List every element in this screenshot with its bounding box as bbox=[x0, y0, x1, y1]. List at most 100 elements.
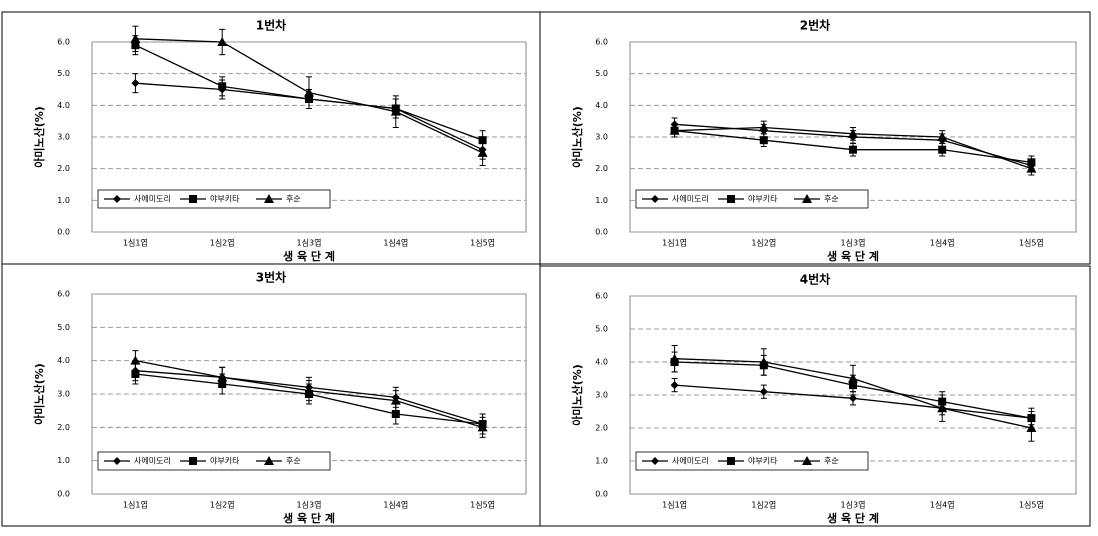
marker bbox=[651, 457, 659, 465]
marker bbox=[189, 457, 197, 465]
marker bbox=[759, 136, 768, 145]
y-tick-label: 0.0 bbox=[595, 228, 608, 237]
y-tick-label: 3.0 bbox=[57, 133, 70, 142]
x-tick-label: 1심5엽 bbox=[470, 500, 495, 510]
marker bbox=[938, 145, 947, 154]
y-tick-label: 6.0 bbox=[57, 38, 70, 47]
y-tick-label: 6.0 bbox=[57, 290, 70, 299]
y-tick-label: 1.0 bbox=[57, 196, 70, 205]
y-tick-label: 2.0 bbox=[57, 164, 70, 173]
marker bbox=[848, 128, 858, 138]
marker bbox=[727, 457, 735, 465]
y-tick-label: 5.0 bbox=[595, 325, 608, 334]
marker bbox=[669, 125, 680, 135]
legend-label: 야부키타 bbox=[748, 194, 778, 204]
legend-label: 사에미도리 bbox=[134, 195, 171, 204]
marker bbox=[131, 370, 140, 378]
y-axis-label: 아미노산(%) bbox=[570, 106, 584, 168]
y-tick-label: 2.0 bbox=[595, 424, 608, 433]
panel: 4번차 0.0 1.0 2.0 3.0 4.0 5.0 6.0 1심1엽 1심2엽 1심3엽 1심4엽… bbox=[539, 265, 1091, 527]
marker bbox=[113, 457, 121, 465]
marker bbox=[849, 394, 857, 403]
x-axis-label: 생 육 단 계 bbox=[283, 249, 335, 263]
x-tick-label: 1심1엽 bbox=[123, 500, 148, 510]
marker bbox=[113, 195, 121, 203]
x-tick-label: 1심3엽 bbox=[297, 238, 322, 248]
x-tick-label: 1심1엽 bbox=[662, 500, 687, 510]
marker bbox=[848, 373, 858, 383]
marker bbox=[849, 145, 857, 154]
panel: 2번차 0.0 1.0 2.0 3.0 4.0 5.0 6.0 1심1엽 1심2엽 1심3엽 1심4엽… bbox=[539, 11, 1091, 265]
x-tick-label: 1심3엽 bbox=[297, 500, 322, 510]
y-tick-label: 4.0 bbox=[595, 101, 608, 110]
marker bbox=[758, 357, 769, 366]
marker bbox=[130, 33, 141, 43]
legend-label: 사에미도리 bbox=[134, 457, 171, 466]
x-axis-label: 생 육 단 계 bbox=[827, 511, 879, 525]
x-axis-label: 생 육 단 계 bbox=[827, 249, 879, 263]
chart-title: 4번차 bbox=[800, 272, 830, 287]
legend-label: 사에미도리 bbox=[672, 457, 709, 466]
marker bbox=[477, 147, 488, 157]
x-tick-label: 1심4엽 bbox=[383, 500, 408, 510]
marker bbox=[264, 456, 274, 465]
panel: 1번차 0.0 1.0 2.0 3.0 4.0 5.0 6.0 1심1엽 1심2엽 1심3엽 1심4엽… bbox=[1, 11, 541, 265]
y-tick-label: 3.0 bbox=[595, 391, 608, 400]
panel-border bbox=[1, 263, 541, 527]
x-tick-label: 1심2엽 bbox=[751, 500, 776, 510]
legend-label: 후순 bbox=[286, 457, 301, 466]
legend-label: 후순 bbox=[824, 195, 839, 204]
y-tick-label: 2.0 bbox=[595, 164, 608, 173]
y-tick-label: 4.0 bbox=[595, 358, 608, 367]
marker bbox=[669, 353, 680, 363]
y-axis-label: 아미노산(%) bbox=[32, 363, 46, 425]
x-tick-label: 1심4엽 bbox=[930, 238, 955, 248]
marker bbox=[651, 195, 659, 203]
marker bbox=[477, 422, 488, 432]
marker bbox=[802, 456, 812, 465]
x-tick-label: 1심2엽 bbox=[751, 238, 776, 248]
marker bbox=[390, 395, 401, 405]
marker bbox=[264, 194, 274, 203]
marker bbox=[217, 37, 228, 46]
legend-box bbox=[97, 189, 331, 209]
y-tick-label: 6.0 bbox=[595, 38, 608, 47]
panel-border bbox=[539, 265, 1091, 527]
y-tick-label: 6.0 bbox=[595, 292, 608, 301]
y-tick-label: 1.0 bbox=[57, 456, 70, 465]
chart-title: 3번차 bbox=[256, 270, 286, 285]
marker bbox=[758, 122, 769, 132]
chart-title: 2번차 bbox=[800, 18, 830, 33]
marker bbox=[802, 194, 812, 203]
marker bbox=[304, 87, 314, 97]
x-tick-label: 1심1엽 bbox=[123, 238, 148, 248]
marker bbox=[131, 79, 140, 88]
x-tick-label: 1심4엽 bbox=[930, 500, 955, 510]
marker bbox=[130, 355, 141, 365]
panel-border bbox=[539, 11, 1091, 265]
y-tick-label: 0.0 bbox=[595, 490, 608, 499]
marker bbox=[670, 381, 679, 390]
x-tick-label: 1심2엽 bbox=[210, 500, 235, 510]
x-tick-label: 1심3엽 bbox=[841, 500, 866, 510]
legend-label: 야부키타 bbox=[210, 456, 240, 466]
chart-title: 1번차 bbox=[256, 18, 286, 33]
y-tick-label: 2.0 bbox=[57, 423, 70, 432]
x-tick-label: 1심5엽 bbox=[1019, 500, 1044, 510]
marker bbox=[217, 372, 228, 382]
marker bbox=[937, 132, 948, 141]
y-tick-label: 5.0 bbox=[57, 69, 70, 78]
marker bbox=[1026, 423, 1037, 432]
x-tick-label: 1심4엽 bbox=[383, 238, 408, 248]
x-tick-label: 1심2엽 bbox=[210, 238, 235, 248]
y-tick-label: 3.0 bbox=[57, 390, 70, 399]
marker bbox=[304, 385, 314, 395]
legend-label: 야부키타 bbox=[210, 194, 240, 204]
marker bbox=[759, 387, 768, 396]
x-tick-label: 1심1엽 bbox=[662, 238, 687, 248]
marker bbox=[218, 82, 227, 91]
marker bbox=[937, 403, 948, 413]
y-tick-label: 4.0 bbox=[57, 101, 70, 110]
y-axis-label: 아미노산(%) bbox=[570, 364, 584, 426]
